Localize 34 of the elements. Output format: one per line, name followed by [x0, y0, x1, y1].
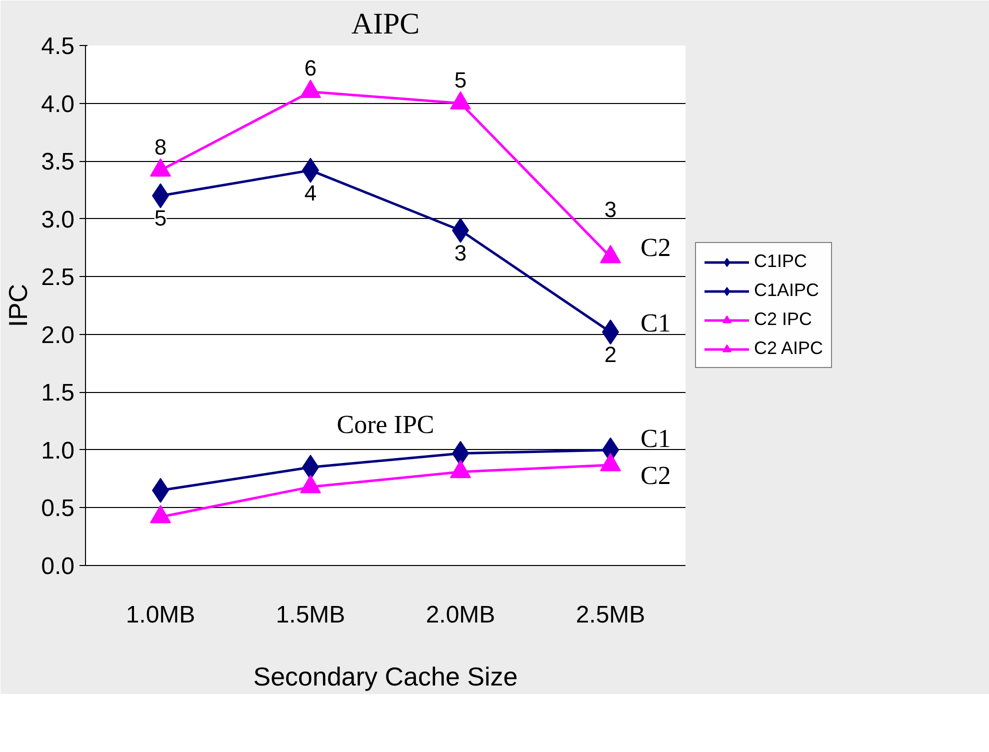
annotation: C1 — [640, 424, 671, 453]
x-tick-label: 2.0MB — [426, 602, 496, 628]
y-tick-label: 0.5 — [41, 495, 75, 522]
y-tick-label: 0.0 — [41, 553, 75, 580]
x-axis-title: Secondary Cache Size — [253, 662, 518, 692]
annotation: 6 — [304, 56, 317, 81]
legend-label: C1IPC — [754, 251, 808, 272]
y-tick-label: 3.0 — [41, 206, 75, 234]
y-tick-label: 4.5 — [41, 33, 75, 60]
annotation: 4 — [304, 180, 317, 206]
y-tick-label: 1.5 — [41, 380, 75, 407]
y-axis-title: IPC — [3, 284, 34, 328]
annotation: 5 — [154, 206, 167, 231]
annotation: C1 — [640, 308, 671, 338]
legend-label: C2 IPC — [754, 309, 812, 330]
y-tick-label: 2.5 — [41, 264, 75, 292]
annotation: 3 — [454, 240, 467, 266]
legend-label: C2 AIPC — [754, 338, 824, 359]
annotation: 8 — [154, 134, 167, 160]
y-tick-label: 1.0 — [41, 437, 75, 464]
annotation: 5 — [454, 67, 467, 92]
x-tick-label: 2.5MB — [576, 602, 646, 628]
annotation: C2 — [640, 460, 671, 490]
annotation: C2 — [640, 233, 671, 262]
y-tick-label: 2.0 — [41, 322, 75, 349]
chart-title: AIPC — [351, 8, 420, 40]
y-tick-label: 3.5 — [41, 148, 75, 176]
x-tick-label: 1.0MB — [126, 602, 196, 628]
annotation: 2 — [604, 342, 617, 368]
legend-label: C1AIPC — [754, 280, 820, 301]
annotation: Core IPC — [336, 410, 434, 440]
x-tick-label: 1.5MB — [276, 602, 346, 628]
y-tick-label: 4.0 — [41, 90, 75, 118]
annotation: 3 — [604, 196, 617, 222]
